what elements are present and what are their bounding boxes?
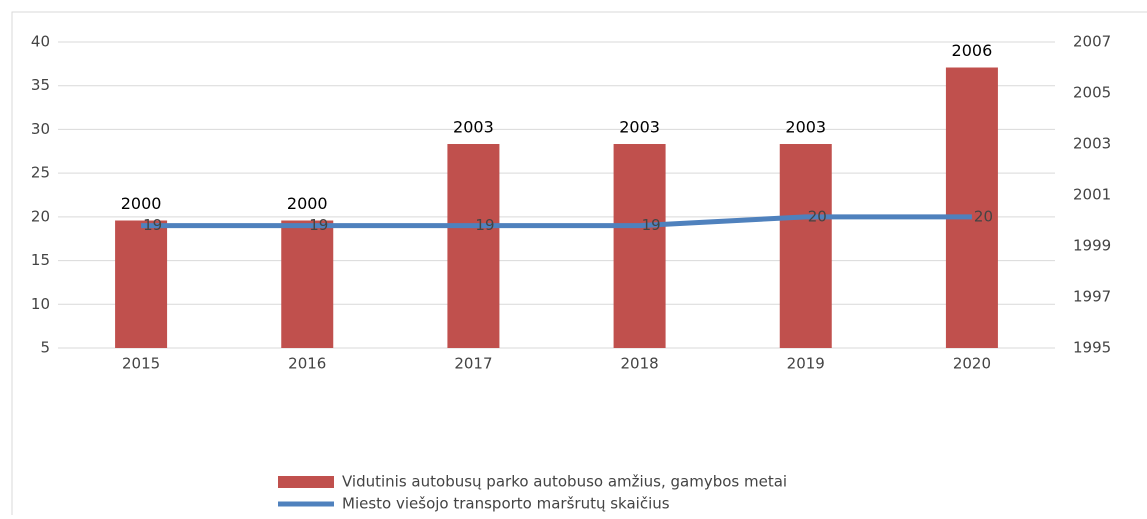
data-label: 19	[642, 216, 661, 234]
data-label: 19	[143, 216, 162, 234]
y-tick-label: 15	[31, 251, 50, 269]
data-label: 2003	[785, 118, 826, 137]
bar	[779, 144, 832, 348]
x-tick-label: 2015	[122, 355, 160, 373]
data-label: 19	[309, 216, 328, 234]
y-tick-label: 20	[31, 207, 50, 225]
y-tick-label: 35	[31, 76, 50, 94]
y-tick-label: 30	[31, 120, 50, 138]
y-tick-label: 25	[31, 164, 50, 182]
line	[141, 214, 972, 229]
y-tick-label: 5	[40, 339, 50, 357]
data-label: 2003	[453, 118, 494, 137]
data-label: 2003	[619, 118, 660, 137]
y2-tick-label: 2003	[1073, 135, 1111, 153]
data-label: 20	[808, 207, 827, 225]
x-tick-label: 2019	[787, 355, 825, 373]
bar	[115, 220, 168, 348]
data-label: 2000	[287, 194, 328, 213]
x-tick-label: 2018	[620, 355, 658, 373]
y2-tick-label: 1995	[1073, 339, 1111, 357]
bar	[281, 220, 334, 348]
y2-tick-label: 1997	[1073, 288, 1111, 306]
data-label: 2000	[121, 194, 162, 213]
x-tick-label: 2017	[454, 355, 492, 373]
bar	[447, 144, 500, 348]
data-label: 2006	[952, 41, 993, 60]
x-tick-label: 2020	[953, 355, 991, 373]
legend-swatch	[278, 476, 334, 488]
y2-tick-label: 2001	[1073, 186, 1111, 204]
chart-border	[11, 11, 1147, 519]
y2-tick-label: 2007	[1073, 33, 1111, 51]
data-label: 19	[475, 216, 494, 234]
data-label: 20	[974, 207, 993, 225]
bar	[945, 67, 998, 348]
y-tick-label: 40	[31, 33, 50, 51]
legend-label: Miesto viešojo transporto maršrutų skaič…	[342, 495, 670, 513]
y2-tick-label: 2005	[1073, 84, 1111, 102]
x-tick-label: 2016	[288, 355, 326, 373]
bar	[613, 144, 666, 348]
y2-tick-label: 1999	[1073, 237, 1111, 255]
y-tick-label: 10	[31, 295, 50, 313]
legend-label: Vidutinis autobusų parko autobuso amžius…	[342, 473, 787, 491]
